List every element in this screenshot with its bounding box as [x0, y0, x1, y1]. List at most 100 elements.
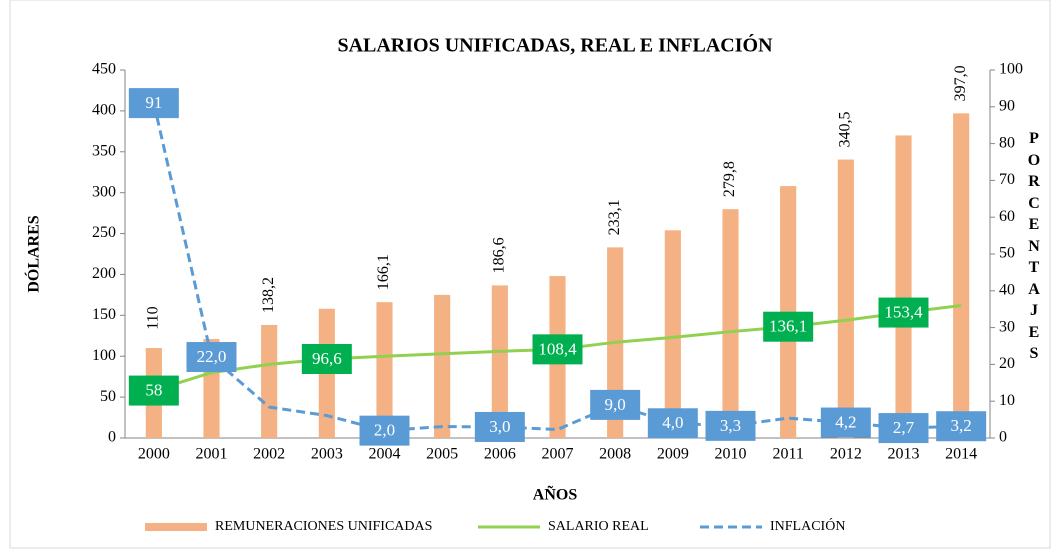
bar — [953, 113, 970, 438]
x-tick-label: 2010 — [715, 446, 747, 463]
value-label-bg — [936, 411, 987, 442]
value-label: 136,1 — [769, 317, 807, 336]
legend-label: INFLACIÓN — [770, 517, 845, 534]
bar — [261, 324, 278, 438]
y2-tick-label: 100 — [999, 61, 1023, 78]
value-label-bg — [474, 411, 525, 442]
y2-tick-label: 10 — [999, 392, 1015, 409]
bar-label-bg — [605, 191, 626, 244]
value-label: 2,0 — [374, 421, 395, 440]
bar-label-bg — [259, 268, 280, 321]
bar-value-label: 397,0 — [952, 65, 969, 101]
bar — [722, 209, 739, 438]
value-label: 108,4 — [538, 339, 577, 358]
legend-label: SALARIO REAL — [548, 519, 649, 534]
bar-value-label: 233,1 — [606, 199, 623, 235]
value-label: 96,6 — [312, 349, 342, 368]
y2-tick-label: 40 — [999, 281, 1015, 298]
bar-value-label: 166,1 — [375, 254, 392, 290]
y2-tick-label: 90 — [999, 97, 1015, 114]
bar-label-bg — [489, 229, 510, 282]
bar — [434, 294, 451, 438]
y2-tick-label: 60 — [999, 208, 1015, 225]
value-label-bg — [186, 342, 237, 373]
x-tick-label: 2004 — [369, 446, 401, 463]
y-tick-label: 450 — [92, 61, 116, 78]
x-tick-label: 2012 — [830, 446, 862, 463]
y-axis-label: DÓLARES — [24, 215, 43, 292]
value-label: 3,2 — [951, 416, 972, 435]
bar-value-label: 279,8 — [721, 161, 738, 197]
x-tick-label: 2002 — [253, 446, 285, 463]
legend-label: REMUNERACIONES UNIFICADAS — [215, 519, 432, 534]
value-label-bg — [878, 413, 929, 444]
x-tick-label: 2009 — [657, 446, 689, 463]
x-tick-label: 2008 — [599, 446, 631, 463]
y-tick-label: 350 — [92, 142, 116, 159]
x-tick-label: 2014 — [945, 446, 977, 463]
bar — [376, 302, 393, 438]
bar — [664, 230, 681, 438]
value-label: 4,0 — [662, 413, 683, 432]
y-tick-label: 250 — [92, 224, 116, 241]
value-label: 9,0 — [605, 395, 626, 414]
y-tick-label: 400 — [92, 102, 116, 119]
bar-label-bg — [951, 57, 972, 110]
y2-tick-label: 80 — [999, 134, 1015, 151]
value-label: 91 — [145, 93, 162, 112]
value-label-bg — [647, 408, 698, 439]
value-label: 3,0 — [489, 417, 510, 436]
bar-label-bg — [835, 103, 856, 156]
x-tick-label: 2006 — [484, 446, 516, 463]
bar — [895, 135, 912, 438]
x-tick-label: 2001 — [196, 446, 228, 463]
y-tick-label: 50 — [100, 388, 116, 405]
bar-value-label: 186,6 — [491, 237, 508, 273]
value-label-bg — [820, 407, 871, 438]
legend-swatch — [145, 523, 207, 531]
x-tick-label: 2000 — [138, 446, 170, 463]
value-label: 153,4 — [884, 302, 923, 321]
bar-value-label: 340,5 — [837, 112, 854, 148]
value-label: 4,2 — [835, 412, 856, 431]
y2-axis-label: PORCENTAJES — [1027, 130, 1041, 362]
value-label-bg — [301, 344, 352, 375]
value-label-bg — [128, 88, 179, 119]
value-label-bg — [359, 415, 410, 446]
y-tick-label: 0 — [108, 429, 116, 446]
value-label: 2,7 — [893, 418, 915, 437]
y-tick-label: 200 — [92, 265, 116, 282]
chart-title: SALARIOS UNIFICADAS, REAL E INFLACIÓN — [337, 33, 773, 57]
chart-border — [9, 0, 1051, 549]
bar-label-bg — [720, 153, 741, 206]
value-label-bg — [705, 410, 756, 441]
value-label-bg — [532, 334, 583, 365]
y-tick-label: 150 — [92, 306, 116, 323]
bar — [837, 159, 854, 438]
bar-label-bg — [143, 292, 164, 345]
bar — [491, 285, 508, 438]
y-tick-label: 100 — [92, 347, 116, 364]
line — [152, 102, 962, 433]
y2-tick-label: 50 — [999, 245, 1015, 262]
x-tick-label: 2007 — [542, 446, 574, 463]
bar-value-label: 138,2 — [260, 277, 277, 313]
x-axis-label: AÑOS — [533, 485, 578, 504]
value-label-bg — [128, 375, 179, 406]
y2-tick-label: 30 — [999, 318, 1015, 335]
x-tick-label: 2011 — [772, 446, 803, 463]
y2-tick-label: 20 — [999, 355, 1015, 372]
x-tick-label: 2003 — [311, 446, 343, 463]
value-label: 58 — [145, 380, 162, 399]
value-label: 22,0 — [197, 347, 227, 366]
bar-value-label: 110 — [145, 306, 162, 329]
value-label-bg — [590, 389, 641, 420]
value-label-bg — [763, 311, 814, 342]
value-label: 3,3 — [720, 416, 741, 435]
y-tick-label: 300 — [92, 183, 116, 200]
x-tick-label: 2013 — [888, 446, 920, 463]
bar-label-bg — [374, 246, 395, 299]
y2-tick-label: 70 — [999, 171, 1015, 188]
y2-tick-label: 0 — [999, 429, 1007, 446]
